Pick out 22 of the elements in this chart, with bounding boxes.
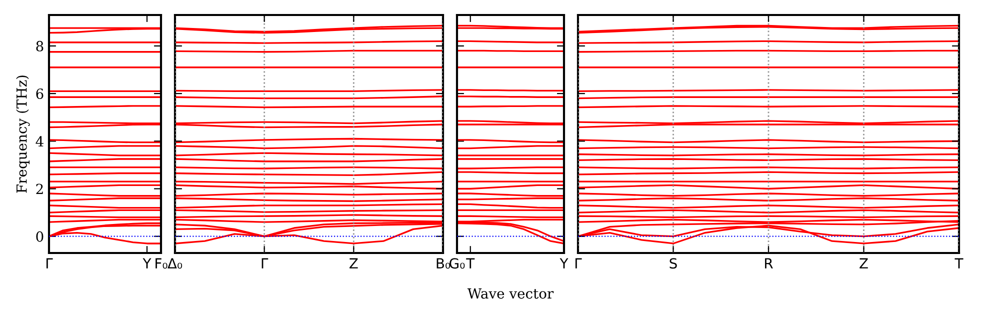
x-tick-label: Z <box>860 258 868 268</box>
x-tick-label: Y <box>560 258 568 268</box>
x-tick-label: Γ <box>575 258 582 268</box>
x-tick-label: B₀ <box>436 258 450 269</box>
y-tick-label: 0 <box>36 231 44 242</box>
x-tick-label: F₀ <box>156 258 168 269</box>
y-tick-label: 2 <box>36 184 43 194</box>
x-tick-label: T <box>954 258 964 268</box>
x-tick-label: G₀ <box>450 258 465 269</box>
y-tick-label: 6 <box>36 88 44 100</box>
x-tick-label: Γ <box>46 258 53 268</box>
x-tick-label: T <box>466 258 475 268</box>
x-tick-label: Δ₀ <box>168 258 182 269</box>
x-tick-label: S <box>670 258 677 269</box>
y-tick-label: 8 <box>36 40 44 52</box>
x-tick-label: Y <box>142 258 152 268</box>
x-tick-label: Z <box>350 258 358 268</box>
y-tick-label: 4 <box>36 136 44 146</box>
x-axis-title: Wave vector <box>467 288 554 299</box>
y-axis-title: Frequency (THz) <box>16 76 30 193</box>
x-tick-label: Γ <box>262 258 268 268</box>
x-tick-label: R <box>765 258 773 268</box>
